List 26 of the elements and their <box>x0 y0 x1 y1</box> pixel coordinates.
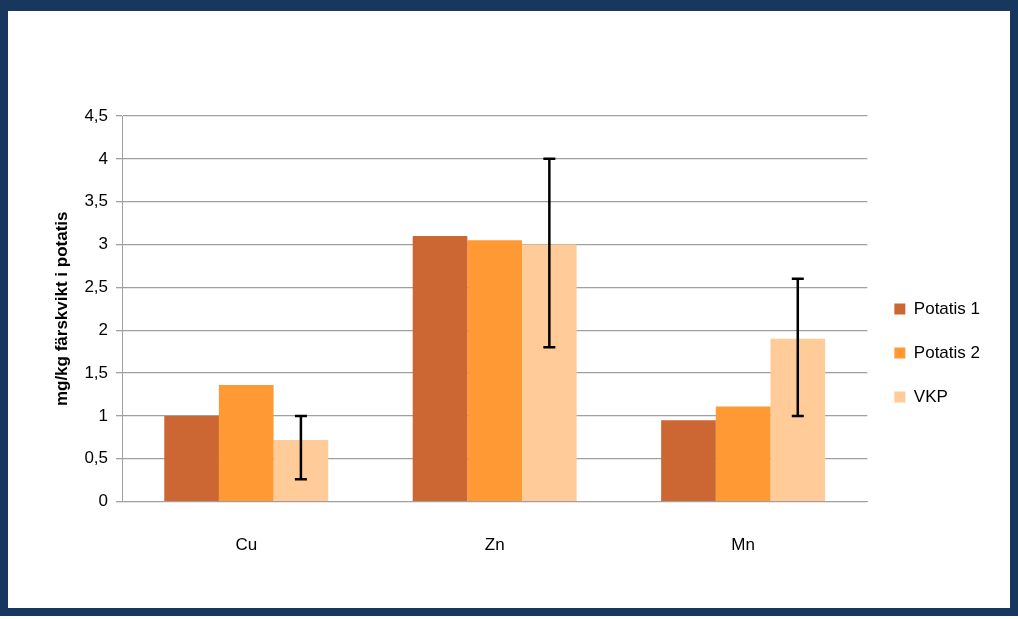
y-tick-label: 1,5 <box>84 362 109 382</box>
y-tick-label: 3 <box>98 234 109 254</box>
bar <box>467 240 523 501</box>
bar <box>273 439 329 501</box>
y-tick-label: 4 <box>98 148 109 168</box>
y-tick-label: 0,5 <box>84 448 109 468</box>
y-tick-label: 0 <box>98 491 109 511</box>
bar <box>770 338 826 501</box>
y-tick-label: 3,5 <box>84 191 109 211</box>
x-tick-label: Mn <box>731 535 755 555</box>
y-tick-label: 1 <box>98 405 109 425</box>
x-tick-label: Cu <box>235 535 258 555</box>
legend-label: Potatis 1 <box>913 298 981 318</box>
x-tick-label: Zn <box>484 535 505 555</box>
bar <box>218 385 274 501</box>
bar <box>661 420 716 501</box>
bar <box>715 406 771 501</box>
bar <box>164 415 219 501</box>
y-tick-label: 2,5 <box>84 277 109 297</box>
legend-label: VKP <box>913 386 948 406</box>
y-axis-title: mg/kg färskvikt i potatis <box>51 211 71 407</box>
bar <box>522 244 577 501</box>
bar <box>412 235 468 501</box>
y-tick-label: 2 <box>98 319 109 339</box>
y-tick-label: 4,5 <box>84 105 109 125</box>
legend-label: Potatis 2 <box>913 342 981 362</box>
